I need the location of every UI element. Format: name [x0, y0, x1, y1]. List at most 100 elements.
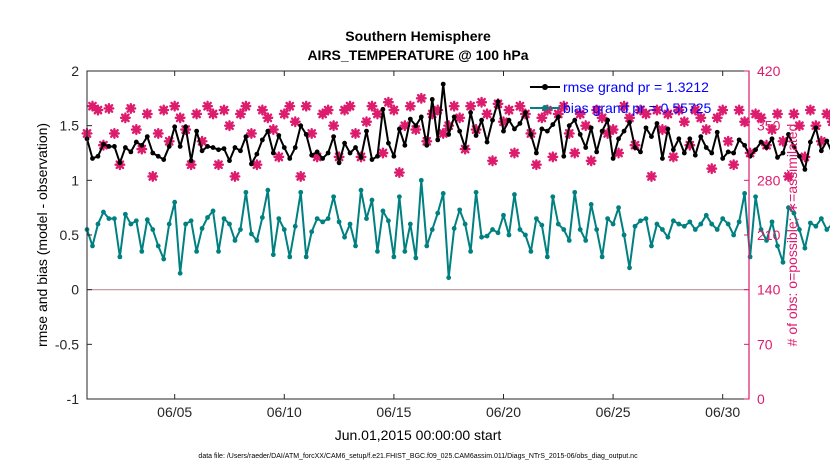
- bias-point: [435, 210, 441, 216]
- obs-count-marker: [585, 155, 597, 167]
- bias-point: [309, 229, 315, 235]
- bias-point: [139, 249, 145, 254]
- rmse-point: [128, 149, 134, 155]
- obs-count-marker: [273, 151, 285, 163]
- rmse-point: [742, 142, 748, 148]
- bias-point: [347, 221, 353, 227]
- x-tick-label: 06/25: [596, 404, 631, 420]
- bias-point: [780, 259, 786, 265]
- rmse-point: [802, 167, 808, 172]
- obs-count-marker: [267, 124, 279, 136]
- obs-count-marker: [640, 108, 652, 120]
- bias-point: [457, 207, 463, 213]
- bias-point: [725, 221, 731, 227]
- bias-point: [539, 222, 545, 228]
- obs-count-marker: [613, 147, 625, 159]
- rmse-point: [758, 139, 764, 145]
- obs-count-marker: [284, 100, 296, 112]
- obs-count-marker: [350, 127, 362, 139]
- obs-count-marker: [662, 108, 674, 120]
- rmse-point: [402, 142, 408, 148]
- bias-point: [166, 221, 172, 227]
- obs-count-marker: [497, 116, 510, 128]
- rmse-point: [649, 134, 654, 140]
- obs-count-marker: [382, 96, 394, 108]
- obs-count-marker: [125, 102, 137, 115]
- bias-point: [155, 243, 161, 249]
- rmse-point: [287, 156, 293, 161]
- rmse-series-line: [86, 83, 830, 171]
- obs-count-marker: [580, 120, 592, 132]
- rmse-point: [139, 142, 145, 148]
- bias-point: [824, 227, 830, 232]
- obs-count-marker: [607, 124, 619, 136]
- obs-count-marker: [766, 124, 778, 136]
- obs-count-marker: [360, 116, 373, 128]
- obs-count-marker: [207, 108, 219, 120]
- bias-point: [429, 227, 435, 232]
- y-tick-label: 0: [71, 282, 79, 298]
- bias-point: [238, 227, 243, 232]
- rmse-point: [227, 158, 232, 164]
- rmse-point: [342, 140, 347, 146]
- obs-count-marker: [152, 127, 164, 139]
- obs-count-marker: [503, 104, 515, 116]
- bias-point: [731, 232, 737, 238]
- rmse-point: [353, 145, 358, 150]
- rmse-point: [112, 144, 117, 149]
- bias-point: [670, 218, 676, 224]
- rmse-point: [506, 117, 512, 123]
- rmse-point: [386, 140, 391, 146]
- rmse-point: [473, 133, 479, 138]
- rmse-point: [276, 133, 282, 138]
- rmse-point: [391, 153, 397, 159]
- rmse-point: [698, 134, 704, 140]
- bias-point: [698, 221, 704, 227]
- bias-point: [703, 212, 709, 218]
- bias-point: [320, 219, 326, 225]
- bias-point: [183, 221, 189, 227]
- bias-point: [660, 227, 665, 232]
- rmse-point: [254, 151, 260, 157]
- bias-point: [353, 243, 358, 249]
- rmse-point: [818, 148, 824, 154]
- bias-point: [714, 227, 720, 232]
- bias-point: [802, 245, 808, 251]
- bias-point: [386, 218, 391, 224]
- obs-count-marker: [793, 120, 805, 132]
- bias-point: [495, 230, 501, 236]
- rmse-point: [670, 147, 676, 153]
- obs-count-marker: [782, 170, 794, 182]
- bias-point: [227, 221, 232, 227]
- obs-count-marker: [569, 147, 581, 159]
- bias-point: [336, 219, 342, 225]
- chart-title: Southern Hemisphere: [345, 28, 491, 44]
- y-tick-label: -0.5: [55, 336, 79, 352]
- rmse-point: [665, 126, 671, 132]
- bias-point: [254, 238, 260, 243]
- obs-count-marker: [328, 120, 340, 132]
- obs-count-marker: [706, 163, 718, 175]
- obs-count-marker: [202, 100, 214, 112]
- obs-count-marker: [251, 159, 263, 171]
- rmse-point: [413, 123, 419, 129]
- obs-count-marker: [788, 108, 800, 120]
- obs-count-marker: [223, 120, 236, 132]
- rmse-point: [161, 157, 167, 162]
- legend-bias-marker: [542, 105, 548, 111]
- rmse-point: [621, 128, 627, 134]
- bias-point: [128, 221, 134, 227]
- bias-point: [418, 177, 424, 183]
- bias-point: [331, 194, 337, 200]
- bias-point: [380, 208, 386, 214]
- rmse-point: [166, 144, 172, 149]
- bias-point: [490, 227, 495, 232]
- bias-point: [479, 234, 484, 240]
- rmse-point: [566, 123, 572, 129]
- rmse-point: [320, 156, 326, 161]
- bias-point: [407, 221, 413, 227]
- rmse-point: [824, 138, 830, 144]
- bias-point: [150, 227, 156, 232]
- rmse-point: [753, 147, 758, 153]
